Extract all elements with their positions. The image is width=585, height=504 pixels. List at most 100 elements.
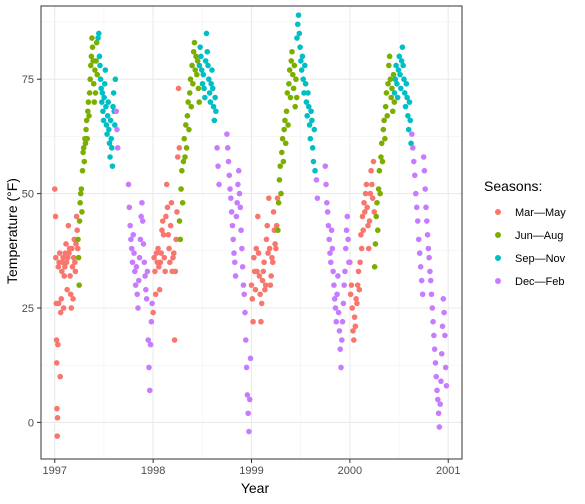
point-mar-may [265,250,271,256]
point-mar-may [250,318,256,325]
point-jun-aug [283,108,290,115]
point-mar-may [272,241,278,247]
point-mar-may [175,85,182,92]
point-dec-feb [224,131,230,137]
point-mar-may [150,309,156,316]
point-sep-nov [393,62,399,69]
point-sep-nov [398,85,404,92]
point-dec-feb [437,401,443,407]
x-tick-label: 2001 [436,465,460,477]
point-jun-aug [75,236,81,243]
point-mar-may [166,245,172,252]
point-jun-aug [180,158,187,165]
point-dec-feb [431,332,437,339]
point-dec-feb [442,364,449,371]
point-sep-nov [103,103,109,110]
point-mar-may [165,231,172,238]
point-mar-may [354,300,360,307]
point-mar-may [357,259,363,266]
point-dec-feb [141,259,148,266]
point-dec-feb [147,341,154,348]
point-dec-feb [135,277,142,284]
point-jun-aug [291,62,298,69]
point-mar-may [167,259,173,266]
point-mar-may [274,195,281,201]
point-sep-nov [302,80,309,87]
point-dec-feb [234,199,240,206]
point-jun-aug [178,186,184,192]
point-sep-nov [211,117,218,124]
point-dec-feb [149,300,155,307]
point-jun-aug [293,94,300,101]
point-dec-feb [239,245,245,252]
point-dec-feb [230,236,237,243]
point-sep-nov [212,94,218,101]
point-dec-feb [328,227,335,234]
point-mar-may [270,209,277,215]
point-sep-nov [100,108,106,115]
point-sep-nov [201,85,207,92]
point-sep-nov [203,30,210,37]
point-jun-aug [186,90,193,96]
point-sep-nov [213,108,219,115]
point-mar-may [152,268,158,275]
point-jun-aug [190,48,197,55]
point-mar-may [156,264,162,270]
point-mar-may [359,213,366,220]
point-dec-feb [431,346,438,352]
point-jun-aug [182,122,189,128]
point-mar-may [351,314,358,320]
point-mar-may [72,259,78,266]
point-dec-feb [429,305,436,311]
point-mar-may [258,300,265,307]
point-sep-nov [108,135,115,142]
point-sep-nov [405,113,411,119]
point-jun-aug [184,113,191,119]
point-mar-may [263,236,270,243]
point-mar-may [251,254,257,261]
point-sep-nov [196,62,203,69]
point-jun-aug [85,108,91,115]
point-mar-may [63,259,70,266]
point-mar-may [363,181,370,188]
point-dec-feb [143,296,150,302]
point-sep-nov [103,122,110,128]
point-jun-aug [77,199,83,206]
point-dec-feb [129,259,136,266]
point-sep-nov [401,76,407,83]
point-mar-may [158,250,165,256]
point-jun-aug [80,149,86,156]
point-jun-aug [292,103,298,110]
point-mar-may [360,227,367,234]
point-sep-nov [96,30,102,37]
point-mar-may [63,241,69,247]
point-dec-feb [241,291,248,298]
point-sep-nov [298,67,305,73]
point-mar-may [54,405,60,412]
point-mar-may [262,286,268,293]
point-mar-may [366,218,373,224]
legend-label: Jun—Aug [515,230,563,242]
point-dec-feb [246,396,253,403]
point-mar-may [365,222,371,229]
point-jun-aug [293,76,299,83]
point-dec-feb [428,291,435,298]
point-jun-aug [275,199,282,206]
point-sep-nov [399,44,406,50]
x-axis-title: Year [241,480,270,496]
point-mar-may [172,268,179,275]
point-dec-feb [243,364,250,371]
point-mar-may [159,227,165,234]
point-jun-aug [76,282,82,288]
point-jun-aug [371,264,378,270]
point-jun-aug [375,227,381,234]
point-jun-aug [281,126,287,133]
point-sep-nov [305,90,311,96]
point-mar-may [74,227,80,234]
point-mar-may [349,305,356,311]
point-jun-aug [372,241,379,247]
point-jun-aug [195,85,202,92]
point-jun-aug [285,122,291,128]
point-jun-aug [382,103,389,110]
point-dec-feb [343,227,350,234]
